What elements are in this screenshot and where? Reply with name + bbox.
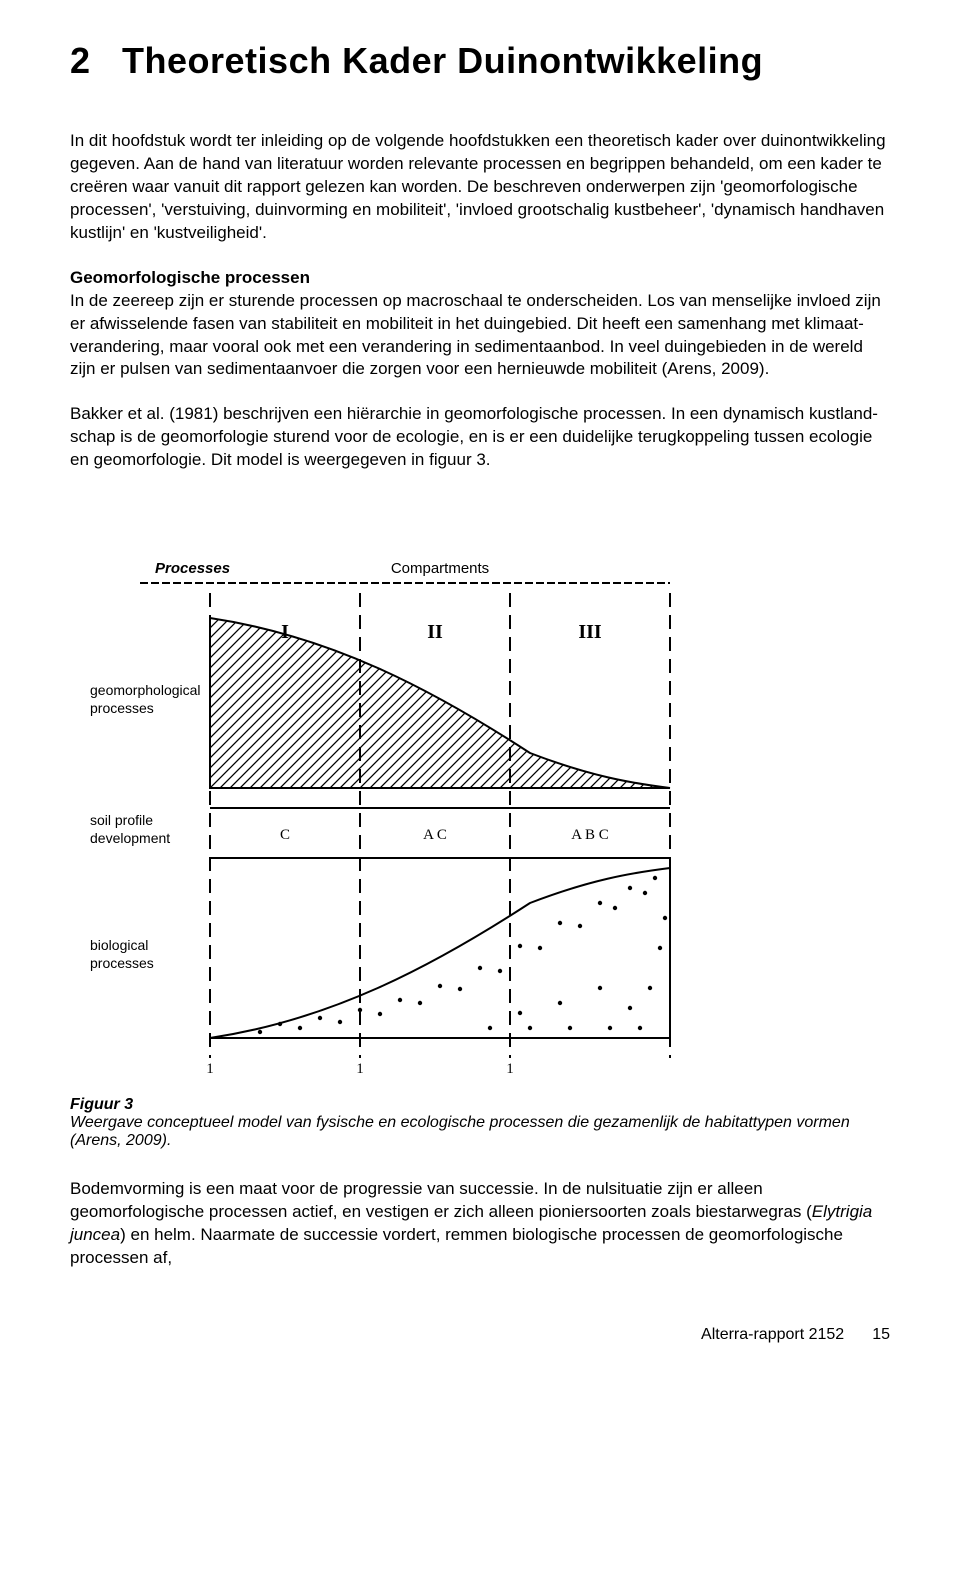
svg-text:1: 1	[356, 1061, 364, 1077]
svg-text:C: C	[280, 827, 290, 843]
svg-text:soil profile: soil profile	[90, 812, 153, 828]
closing-paragraph: Bodemvorming is een maat voor de progres…	[70, 1178, 890, 1270]
footer-report: Alterra-rapport 2152	[701, 1326, 844, 1344]
geo-heading: Geomorfologische processen	[70, 268, 310, 287]
svg-text:1: 1	[506, 1061, 514, 1077]
closing-pre: Bodemvorming is een maat voor de progres…	[70, 1179, 812, 1221]
svg-text:II: II	[427, 621, 443, 643]
figure-3: ProcessesCompartmentsIIIIIIgeomorphologi…	[70, 528, 890, 1088]
figure-caption: Weergave conceptueel model van fysische …	[70, 1114, 890, 1150]
intro-paragraph: In dit hoofdstuk wordt ter inleiding op …	[70, 130, 890, 245]
svg-text:Processes: Processes	[155, 560, 230, 577]
svg-text:development: development	[90, 830, 170, 846]
svg-text:1: 1	[206, 1061, 214, 1077]
closing-post: ) en helm. Naarmate de successie vordert…	[70, 1225, 843, 1267]
svg-text:A C: A C	[423, 827, 447, 843]
svg-text:geomorphological: geomorphological	[90, 682, 201, 698]
figure-label: Figuur 3	[70, 1096, 890, 1114]
chapter-title: Theoretisch Kader Duinontwikkeling	[122, 40, 763, 82]
page-footer: Alterra-rapport 2152 15	[70, 1326, 890, 1344]
svg-text:Compartments: Compartments	[391, 560, 489, 577]
svg-text:biological: biological	[90, 937, 148, 953]
chapter-heading: 2 Theoretisch Kader Duinontwikkeling	[70, 40, 890, 82]
bakker-paragraph: Bakker et al. (1981) beschrijven een hië…	[70, 403, 890, 472]
svg-text:processes: processes	[90, 700, 154, 716]
footer-page-number: 15	[872, 1326, 890, 1344]
svg-text:A B C: A B C	[571, 827, 609, 843]
svg-text:III: III	[578, 621, 602, 643]
svg-text:processes: processes	[90, 955, 154, 971]
figure-3-svg: ProcessesCompartmentsIIIIIIgeomorphologi…	[70, 528, 710, 1088]
geo-body: In de zeereep zijn er sturende processen…	[70, 291, 881, 379]
chapter-number: 2	[70, 40, 90, 82]
geo-paragraph: Geomorfologische processen In de zeereep…	[70, 267, 890, 382]
